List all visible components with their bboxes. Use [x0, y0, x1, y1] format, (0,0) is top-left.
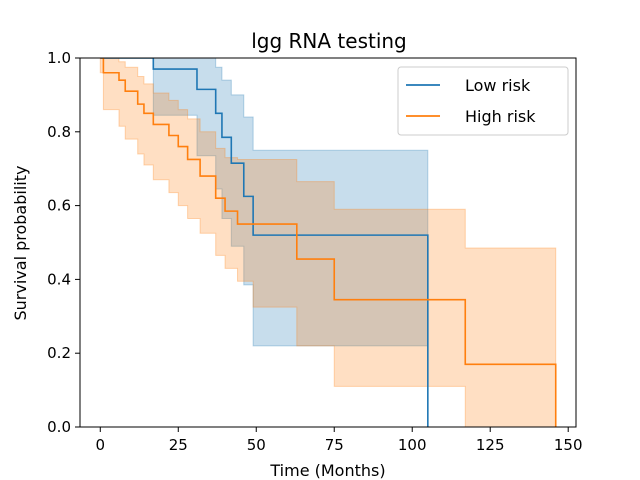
x-tick-label: 0 [96, 436, 106, 454]
legend-label-high-risk: High risk [465, 107, 536, 126]
x-tick-label: 75 [325, 436, 344, 454]
y-tick-label: 0.6 [47, 197, 71, 215]
chart-title: lgg RNA testing [251, 29, 407, 53]
high-risk-survival-line [100, 58, 557, 427]
y-axis: 0.0 0.2 0.4 0.6 0.8 1.0 [47, 49, 80, 436]
legend: Low risk High risk [397, 66, 569, 136]
legend-label-low-risk: Low risk [465, 76, 531, 95]
y-tick-label: 1.0 [47, 49, 71, 67]
legend-box [397, 66, 569, 136]
x-tick-label: 125 [476, 436, 505, 454]
axes-frame [79, 57, 577, 428]
y-tick-label: 0.8 [47, 123, 71, 141]
high-risk-confidence-band [99, 58, 557, 427]
y-tick-label: 0.2 [47, 344, 71, 362]
low-risk-survival-line [100, 58, 429, 427]
y-axis-label: Survival probability [11, 166, 30, 321]
x-tick-label: 25 [169, 436, 188, 454]
x-axis: 0 25 50 75 100 125 150 [96, 427, 583, 454]
plot-area [99, 58, 557, 427]
x-tick-label: 150 [554, 436, 583, 454]
y-tick-label: 0.4 [47, 270, 71, 288]
low-risk-confidence-band [100, 58, 429, 347]
x-axis-label: Time (Months) [269, 461, 385, 480]
x-tick-label: 100 [398, 436, 427, 454]
x-tick-label: 50 [247, 436, 266, 454]
y-tick-label: 0.0 [47, 418, 71, 436]
